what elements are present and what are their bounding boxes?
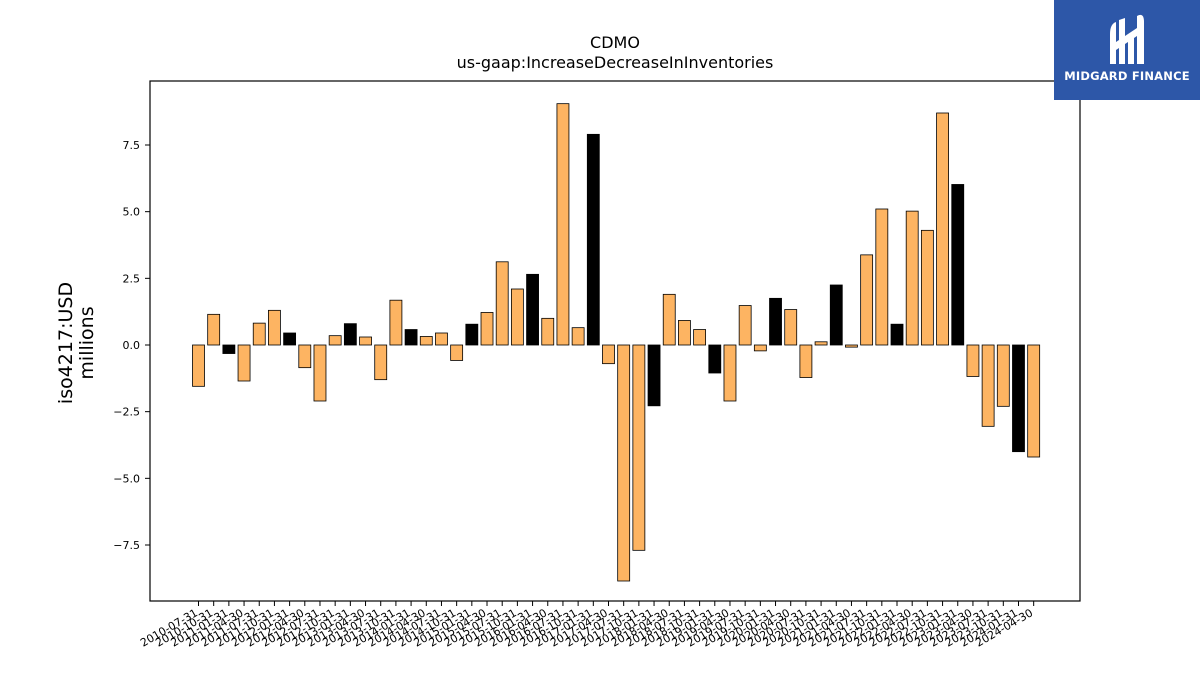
bar: [890, 323, 904, 346]
bar: [252, 322, 266, 346]
bar: [283, 332, 297, 346]
bar: [662, 293, 676, 346]
bar: [495, 261, 509, 346]
bar: [268, 309, 281, 346]
bar: [526, 273, 539, 346]
bar: [389, 299, 403, 346]
bar: [951, 184, 965, 346]
bar: [723, 344, 737, 402]
bar: [465, 323, 479, 346]
midgard-logo-icon: [1110, 14, 1144, 64]
y-tick-label: 7.5: [123, 139, 141, 152]
bar: [374, 344, 388, 381]
bar: [708, 344, 722, 374]
bar: [966, 344, 980, 377]
bar: [298, 344, 312, 369]
bar: [359, 336, 372, 346]
bar: [678, 320, 691, 346]
bar: [480, 312, 494, 346]
bar: [222, 344, 236, 354]
bar: [313, 344, 327, 402]
y-tick-label: 2.5: [123, 272, 141, 285]
y-tick-label: −2.5: [113, 406, 140, 419]
bar: [738, 305, 752, 346]
y-axis-unit: millions: [76, 306, 98, 379]
bar: [419, 336, 433, 346]
bar: [905, 210, 919, 346]
bar: [450, 344, 464, 361]
bar: [753, 344, 767, 352]
bar: [343, 323, 357, 346]
bar: [404, 329, 418, 346]
bar: [799, 344, 813, 378]
bar: [996, 344, 1010, 407]
bar: [541, 317, 555, 346]
bar: [586, 133, 600, 346]
bar: [571, 327, 585, 346]
bar: [632, 344, 646, 551]
bar: [435, 332, 448, 346]
bar: [207, 313, 221, 346]
bar: [814, 341, 828, 346]
bar: [510, 288, 524, 346]
bar: [556, 103, 570, 346]
bar: [875, 208, 889, 346]
bar: [617, 344, 631, 582]
y-tick-label: 0.0: [123, 339, 141, 352]
bar: [860, 254, 874, 346]
bar: [845, 344, 858, 348]
y-tick-label: −7.5: [113, 539, 140, 552]
y-tick-label: 5.0: [123, 206, 141, 219]
bar: [769, 297, 782, 346]
bar: [328, 335, 342, 346]
bar: [981, 344, 995, 427]
bar: [829, 284, 843, 346]
bar: [602, 344, 615, 365]
midgard-finance-logo: MIDGARD FINANCE: [1054, 0, 1200, 100]
bar: [647, 344, 661, 407]
y-axis-label: iso4217:USD: [55, 282, 77, 404]
chart-title: CDMO: [590, 33, 640, 52]
bar: [237, 344, 251, 382]
logo-text: MIDGARD FINANCE: [1064, 69, 1190, 83]
plot-frame: [149, 80, 1081, 602]
bar: [693, 329, 707, 346]
bar: [192, 344, 205, 387]
chart-subtitle: us-gaap:IncreaseDecreaseInInventories: [457, 53, 774, 72]
bar: [784, 309, 798, 346]
y-tick-label: −5.0: [113, 472, 140, 485]
bar: [920, 229, 934, 346]
bar: [1012, 344, 1025, 453]
bar: [1027, 344, 1041, 458]
bar: [936, 112, 949, 346]
